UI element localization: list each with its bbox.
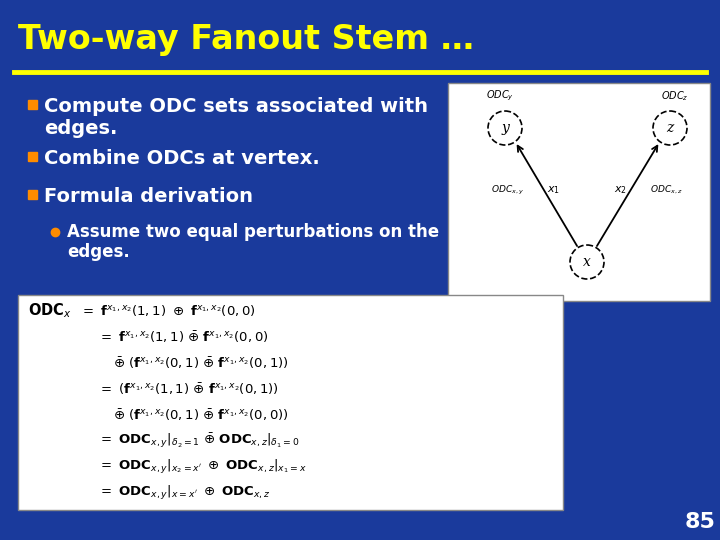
Text: Two-way Fanout Stem …: Two-way Fanout Stem …	[18, 24, 474, 57]
Text: x: x	[583, 255, 591, 269]
Circle shape	[488, 111, 522, 145]
Text: $=\ \mathbf{ODC}_{x,y}|_{\delta_2=1}\ \bar{\oplus}\ \mathbf{ODC}_{x,z}|_{\delta_: $=\ \mathbf{ODC}_{x,y}|_{\delta_2=1}\ \b…	[98, 431, 300, 450]
Text: $\bar{\oplus}\ (\mathbf{f}^{x_1,x_2}(0,1)\ \bar{\oplus}\ \mathbf{f}^{x_1,x_2}(0,: $\bar{\oplus}\ (\mathbf{f}^{x_1,x_2}(0,1…	[113, 407, 289, 423]
Bar	[28, 100, 37, 109]
Text: $\bar{\oplus}\ (\mathbf{f}^{x_1,x_2}(0,1)\ \bar{\oplus}\ \mathbf{f}^{x_1,x_2}(0,: $\bar{\oplus}\ (\mathbf{f}^{x_1,x_2}(0,1…	[113, 355, 289, 371]
Text: $ODC_{x,y}$: $ODC_{x,y}$	[491, 184, 524, 197]
Text: y: y	[501, 121, 509, 135]
Bar	[28, 190, 37, 199]
Text: $\mathbf{ODC}_x$: $\mathbf{ODC}_x$	[28, 302, 71, 320]
Text: Combine ODCs at vertex.: Combine ODCs at vertex.	[44, 148, 320, 167]
Bar	[448, 83, 710, 301]
Circle shape	[570, 245, 604, 279]
Text: $x_2$: $x_2$	[614, 184, 627, 196]
Text: $x_1$: $x_1$	[547, 184, 561, 196]
Text: $=\ (\mathbf{f}^{x_1,x_2}(1,1)\ \bar{\oplus}\ \mathbf{f}^{x_1,x_2}(0,1))$: $=\ (\mathbf{f}^{x_1,x_2}(1,1)\ \bar{\op…	[98, 381, 279, 397]
Text: $=\ \mathbf{f}^{x_1,x_2}(1,1)\ \bar{\oplus}\ \mathbf{f}^{x_1,x_2}(0,0)$: $=\ \mathbf{f}^{x_1,x_2}(1,1)\ \bar{\opl…	[98, 329, 269, 345]
Text: $=\ \mathbf{f}^{x_1,x_2}(1,1)\ \oplus\ \mathbf{f}^{x_1,x_2}(0,0)$: $=\ \mathbf{f}^{x_1,x_2}(1,1)\ \oplus\ \…	[80, 303, 256, 319]
Text: $=\ \mathbf{ODC}_{x,y}|_{x=x^{\prime}}\ \oplus\ \mathbf{ODC}_{x,z}$: $=\ \mathbf{ODC}_{x,y}|_{x=x^{\prime}}\ …	[98, 484, 271, 502]
Text: 85: 85	[685, 512, 716, 532]
Text: Formula derivation: Formula derivation	[44, 186, 253, 206]
Text: edges.: edges.	[44, 118, 117, 138]
Text: $ODC_z$: $ODC_z$	[661, 89, 689, 103]
Text: z: z	[667, 121, 674, 135]
Circle shape	[653, 111, 687, 145]
Text: $ODC_y$: $ODC_y$	[486, 89, 514, 103]
Bar	[28, 152, 37, 161]
Bar	[18, 295, 563, 510]
Text: edges.: edges.	[67, 243, 130, 261]
Text: $ODC_{x,z}$: $ODC_{x,z}$	[650, 184, 683, 196]
Text: $=\ \mathbf{ODC}_{x,y}|_{x_2=x^{\prime}}\ \oplus\ \mathbf{ODC}_{x,z}|_{x_1=x}$: $=\ \mathbf{ODC}_{x,y}|_{x_2=x^{\prime}}…	[98, 458, 307, 476]
Text: Compute ODC sets associated with: Compute ODC sets associated with	[44, 97, 428, 116]
Text: Assume two equal perturbations on the: Assume two equal perturbations on the	[67, 223, 439, 241]
